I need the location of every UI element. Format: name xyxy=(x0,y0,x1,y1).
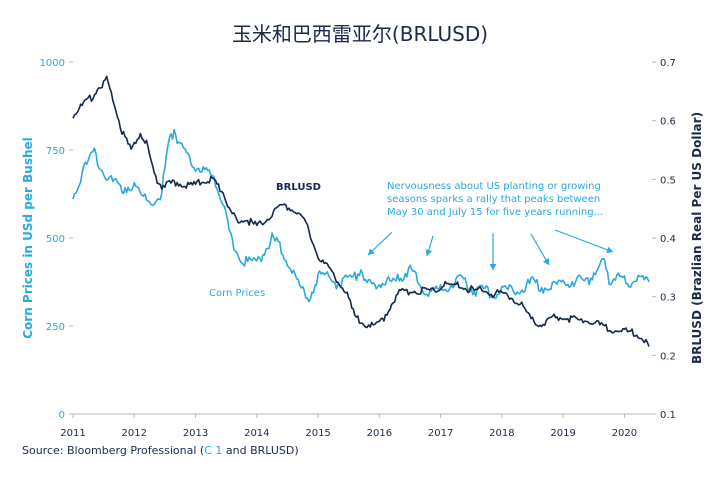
series-layer xyxy=(72,75,650,347)
annotation-arrow xyxy=(554,229,614,253)
source-highlight: C 1 xyxy=(204,444,223,457)
annotation-arrowhead xyxy=(368,248,375,255)
x-tick-label: 2019 xyxy=(550,428,575,439)
x-tick-label: 2017 xyxy=(428,428,453,439)
axes-layer: 2011 2012 2013 2014 2015 2016 2017 2018 2019 2020… xyxy=(21,58,704,439)
annotation-text-line: May 30 and July 15 for five years runnin… xyxy=(387,207,603,218)
left-tick-label: 1000 xyxy=(40,58,65,69)
x-tick-label: 2015 xyxy=(305,428,330,439)
left-tick-label: 250 xyxy=(46,322,65,333)
annotation-text-line: seasons sparks a rally that peaks betwee… xyxy=(387,194,600,205)
right-tick-label: 0.3 xyxy=(660,293,676,304)
x-tick-label: 2013 xyxy=(183,428,208,439)
source-suffix: and BRLUSD) xyxy=(222,444,299,457)
left-tick-label: 0 xyxy=(59,410,65,421)
x-tick-label: 2014 xyxy=(244,428,269,439)
right-tick-label: 0.7 xyxy=(660,58,676,69)
x-tick-label: 2016 xyxy=(367,428,392,439)
series-line-brlusd xyxy=(72,75,650,347)
left-tick-label: 750 xyxy=(46,146,65,157)
annotation-arrowhead xyxy=(542,258,550,265)
series-line-corn-prices xyxy=(72,128,650,303)
annotation-layer: BRLUSD Corn Prices Nervousness about US pl… xyxy=(209,181,614,299)
series-label-brlusd: BRLUSD xyxy=(276,182,321,193)
annotation-text-line: Nervousness about US planting or growing xyxy=(387,181,601,192)
right-axis-title: BRLUSD (Brazlian Real Per US Dollar) xyxy=(690,112,704,364)
right-tick-label: 0.2 xyxy=(660,351,676,362)
right-tick-label: 0.4 xyxy=(660,234,676,245)
annotation-arrowhead xyxy=(489,264,497,270)
left-tick-label: 500 xyxy=(46,234,65,245)
source-note: Source: Bloomberg Professional (C 1 and … xyxy=(22,444,299,457)
left-axis-title: Corn Prices in USd per Bushel xyxy=(21,137,35,339)
x-tick-label: 2012 xyxy=(122,428,147,439)
annotation-arrowhead xyxy=(606,246,613,254)
chart-svg: 2011 2012 2013 2014 2015 2016 2017 2018 2019 2020… xyxy=(21,58,704,439)
annotation-arrowhead xyxy=(425,249,433,256)
right-tick-label: 0.5 xyxy=(660,175,676,186)
x-tick-label: 2011 xyxy=(60,428,85,439)
right-tick-label: 0.1 xyxy=(660,410,676,421)
chart-title: 玉米和巴西雷亚尔(BRLUSD) xyxy=(231,22,489,46)
source-prefix: Source: Bloomberg Professional ( xyxy=(22,444,205,457)
x-tick-label: 2020 xyxy=(612,428,637,439)
series-label-corn: Corn Prices xyxy=(209,288,265,299)
x-tick-label: 2018 xyxy=(489,428,514,439)
right-tick-label: 0.6 xyxy=(660,117,676,128)
